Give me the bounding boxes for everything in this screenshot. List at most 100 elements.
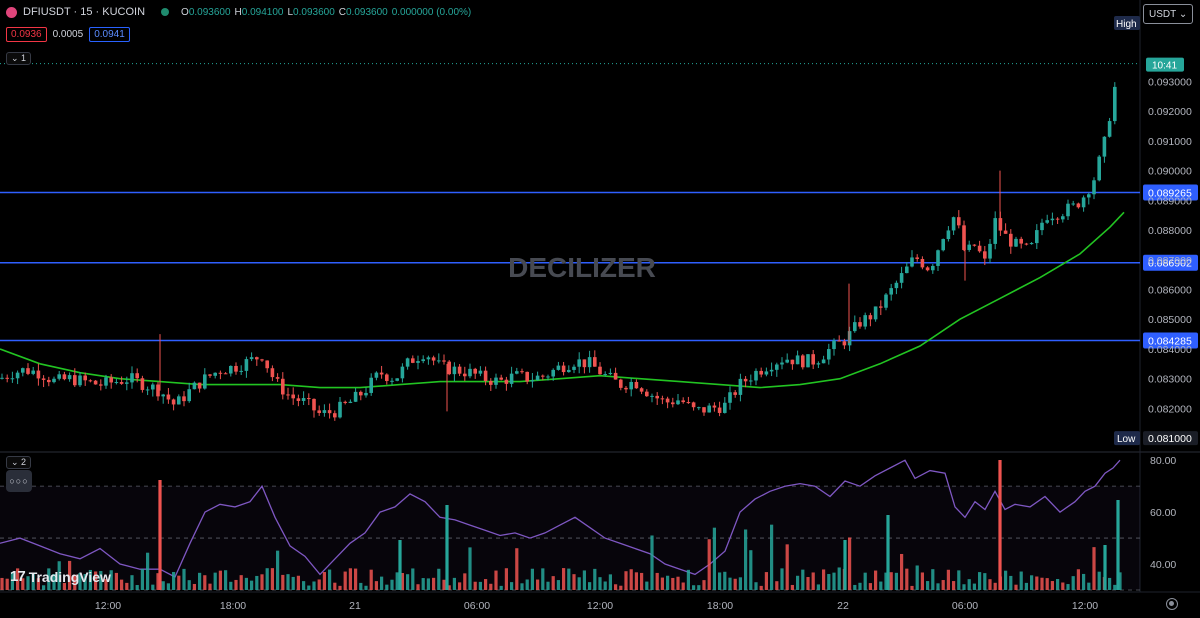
symbol-header[interactable]: DFIUSDT · 15 · KUCOIN O0.093600 H0.094100… [6,6,475,18]
candle-body [213,372,217,376]
volume-bar [515,548,519,590]
candle-body [873,306,878,320]
volume-bar [614,584,618,590]
candle-body [223,373,228,375]
candle-body [47,379,51,383]
candle-body [421,359,425,362]
pane-menu-button[interactable]: ○○○ [6,470,32,492]
tradingview-name: TradingView [28,568,111,585]
ohlc-value: 0.093600 [293,6,335,18]
candle-body [733,392,737,395]
volume-bar [158,480,162,590]
volume-bar [390,579,394,590]
candle-body [671,402,675,405]
symbol-title[interactable]: DFIUSDT · 15 · KUCOIN [23,6,146,18]
candle-body [847,331,852,346]
time-axis[interactable]: 12:00 18:00 21 06:00 12:00 18:00 22 06:00 12:00 [95,600,1098,612]
volume-bar [796,575,800,590]
pane-1-collapse[interactable]: ⌄ 1 [6,52,32,65]
volume-bar [967,579,971,590]
volume-bar [676,576,680,590]
volume-bar [57,561,61,590]
volume-bar [411,568,415,590]
tradingview-logo[interactable]: 17 TradingView [10,568,111,585]
price-axis[interactable]: 0.082000 0.083000 0.084000 0.085000 0.086000… [1114,16,1198,571]
volume-bar [1116,500,1120,590]
volume-bar [551,576,555,590]
candle-body [119,382,124,384]
volume-bar [104,579,108,590]
horizontal-levels[interactable]: 0.089265 0.086902 0.084285 [0,63,1198,349]
candle-body [359,391,363,396]
candle-body [1097,156,1101,181]
volume-bar [406,574,410,590]
candle-body [275,377,280,379]
volume-bar [1118,572,1122,590]
candle-body [1045,220,1049,223]
candle-body [858,322,862,327]
volume-bar [463,573,467,590]
candle-body [442,360,446,362]
candle-body [1107,121,1112,137]
candle-body [405,358,410,367]
candle-body [520,371,524,373]
volume-bar [562,568,566,590]
candle-body [686,402,691,404]
volume-bar [478,581,482,590]
volume-bar [510,582,514,590]
volume-bar [759,585,763,590]
candle-body [99,384,103,386]
ohlc-value: 0.093600 [346,6,388,18]
price-tick-label: 0.090000 [1148,166,1192,178]
candle-body [161,394,165,397]
candle-body [322,410,327,413]
volume-bar [244,577,248,590]
candle-body [78,375,82,386]
volume-bar [286,574,290,590]
rsi-line [0,459,1121,578]
volume-bar [120,579,124,590]
candle-body [624,387,628,390]
volume-bar [68,560,72,590]
pane-2-collapse[interactable]: ⌄ 2 [6,456,32,469]
time-tick-label: 06:00 [952,600,978,612]
volume-bar [582,570,586,590]
horizontal-level-label: 0.089265 [1148,187,1192,199]
volume-bar [10,572,14,590]
candle-body [603,374,607,376]
time-tick-label: 12:00 [587,600,613,612]
bid-price[interactable]: 0.0936 [6,27,47,42]
volume-bar [957,570,961,590]
volume-bar [1045,578,1049,590]
candle-body [1029,243,1034,245]
candle-body [197,382,202,389]
volume-bar [608,574,612,590]
volume-bar [978,572,982,590]
candle-body [338,401,342,418]
candle-body [265,360,269,369]
volume-bar [775,581,779,590]
bid-ask[interactable]: 0.0936 0.0005 0.0941 [6,27,130,42]
candle-body [655,395,659,399]
candle-body [894,282,899,289]
volume-bar [328,569,332,590]
volume-bar [936,583,940,590]
volume-bar [624,571,628,590]
volume-bar [432,577,436,590]
settings-gear-icon[interactable] [1166,598,1178,610]
volume-bar [213,572,217,590]
volume-bar [88,569,92,590]
candle-body [145,389,150,391]
candle-body [353,391,358,402]
volume-bar [135,585,139,590]
candle-body [166,394,171,400]
volume-bar [338,585,342,590]
volume-bar [1097,571,1101,590]
volume-bar [198,572,202,590]
ask-price[interactable]: 0.0941 [89,27,130,42]
candle-body [613,372,618,380]
volume-bar [166,583,170,590]
volume-bar [348,568,352,590]
currency-selector[interactable]: USDT ⌄ [1143,4,1193,24]
